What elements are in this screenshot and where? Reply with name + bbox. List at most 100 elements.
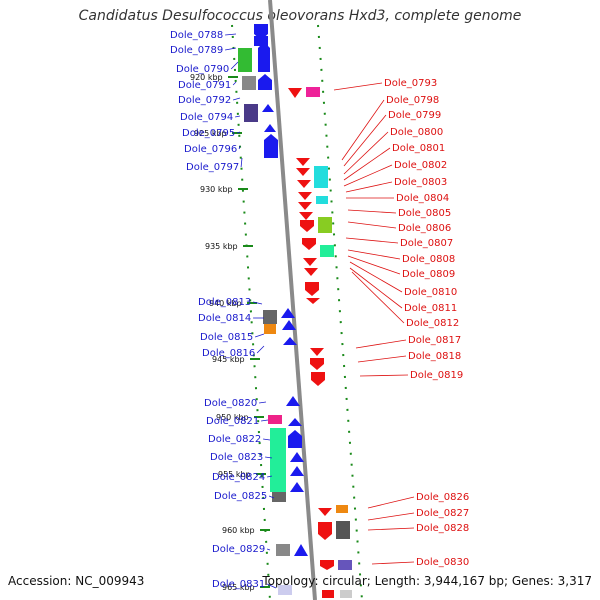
gene-label[interactable]: Dole_0820 — [204, 398, 257, 409]
gene-label[interactable]: Dole_0811 — [404, 303, 457, 314]
gene-label[interactable]: Dole_0830 — [416, 557, 469, 568]
gene-label[interactable]: Dole_0808 — [402, 254, 455, 265]
accession-text: Accession: NC_009943 — [8, 574, 145, 588]
gene-label[interactable]: Dole_0815 — [200, 332, 253, 343]
leader-line — [225, 33, 237, 36]
gene-label[interactable]: Dole_0814 — [198, 313, 251, 324]
gene-label[interactable]: Dole_0831 — [212, 579, 265, 590]
gene-arrow — [264, 134, 278, 158]
right-gene-label-group: Dole_0799 — [343, 110, 441, 167]
gene-label[interactable]: Dole_0799 — [388, 110, 441, 121]
gene-label[interactable]: Dole_0795 — [182, 128, 235, 139]
leader-line — [347, 255, 401, 275]
gene-label[interactable]: Dole_0822 — [208, 434, 261, 445]
gene-block — [238, 48, 252, 72]
leader-line — [268, 495, 275, 499]
gene-block — [322, 590, 334, 598]
gene-label[interactable]: Dole_0798 — [386, 95, 439, 106]
gene-label[interactable]: Dole_0790 — [176, 64, 229, 75]
leader-line — [225, 47, 237, 51]
gene-block — [244, 104, 258, 122]
left-gene-label-group: Dole_0791 — [178, 80, 237, 91]
genome-backbone — [268, 0, 317, 600]
gene-label[interactable]: Dole_0788 — [170, 30, 223, 41]
gene-arrow — [310, 348, 324, 356]
gene-label[interactable]: Dole_0824 — [212, 472, 265, 483]
gene-label[interactable]: Dole_0816 — [202, 348, 255, 359]
gene-label[interactable]: Dole_0797 — [186, 162, 239, 173]
left-gene-label-group: Dole_0824 — [212, 472, 273, 483]
gene-label[interactable]: Dole_0793 — [384, 78, 437, 89]
reverse-strand-features — [288, 87, 352, 598]
gene-label[interactable]: Dole_0807 — [400, 238, 453, 249]
gene-label[interactable]: Dole_0821 — [206, 416, 259, 427]
leader-line — [266, 548, 271, 551]
leader-line — [343, 164, 393, 187]
leader-line — [261, 419, 269, 422]
gene-label[interactable]: Dole_0802 — [394, 160, 447, 171]
gene-label[interactable]: Dole_0801 — [392, 143, 445, 154]
gene-label[interactable]: Dole_0805 — [398, 208, 451, 219]
gene-label[interactable]: Dole_0804 — [396, 193, 449, 204]
tick-label: 940 kbp — [209, 299, 242, 308]
gene-label[interactable]: Dole_0828 — [416, 523, 469, 534]
gene-label[interactable]: Dole_0810 — [404, 287, 457, 298]
leader-line — [345, 181, 393, 193]
gene-label[interactable]: Dole_0789 — [170, 45, 223, 56]
gene-label[interactable]: Dole_0825 — [214, 491, 267, 502]
gene-arrow — [264, 124, 276, 132]
kbp-ticks: 920 kbp 925 kbp 930 kbp 935 kbp 940 kbp 945 k… — [190, 73, 270, 592]
leader-line — [343, 114, 387, 167]
left-gene-label-group: Dole_0796 — [184, 144, 241, 155]
gene-block — [318, 217, 332, 233]
right-gene-label-group: Dole_0818 — [357, 351, 461, 363]
right-gene-label-group: Dole_0806 — [347, 221, 451, 234]
gene-label[interactable]: Dole_0796 — [184, 144, 237, 155]
leader-line — [232, 97, 241, 101]
left-gene-label-group: Dole_0815 — [200, 332, 265, 343]
leader-line — [343, 131, 389, 175]
gene-arrow — [288, 88, 302, 98]
gene-label[interactable]: Dole_0817 — [408, 335, 461, 346]
leader-line — [341, 99, 385, 161]
gene-label[interactable]: Dole_0826 — [416, 492, 469, 503]
gene-block — [242, 76, 256, 90]
leader-line — [232, 81, 237, 86]
gene-label[interactable]: Dole_0813 — [198, 297, 251, 308]
gene-label[interactable]: Dole_0791 — [178, 80, 231, 91]
gene-label[interactable]: Dole_0827 — [416, 508, 469, 519]
gene-arrow — [296, 168, 310, 176]
gene-label[interactable]: Dole_0806 — [398, 223, 451, 234]
gene-block — [272, 492, 286, 502]
gene-label[interactable]: Dole_0800 — [390, 127, 443, 138]
right-gene-labels: Dole_0793 Dole_0798 Dole_0799 Dole_0800 Dole… — [333, 78, 469, 568]
left-gene-label-group: Dole_0790 — [176, 61, 239, 75]
gene-label[interactable]: Dole_0809 — [402, 269, 455, 280]
gene-block — [336, 505, 348, 513]
right-gene-label-group: Dole_0811 — [349, 267, 457, 314]
tick-label: 955 kbp — [218, 470, 251, 479]
gene-label[interactable]: Dole_0812 — [406, 318, 459, 329]
tick-label: 950 kbp — [216, 413, 249, 422]
gene-label[interactable]: Dole_0819 — [410, 370, 463, 381]
right-gene-label-group: Dole_0810 — [349, 261, 457, 298]
kbp-tick: 930 kbp — [200, 185, 248, 194]
gene-label[interactable]: Dole_0792 — [178, 95, 231, 106]
gene-label[interactable]: Dole_0803 — [394, 177, 447, 188]
leader-line — [355, 339, 407, 349]
gene-arrow — [298, 202, 312, 210]
leader-line — [253, 301, 263, 305]
left-gene-label-group: Dole_0797 — [186, 157, 243, 173]
gene-block — [278, 585, 292, 595]
leader-line — [259, 401, 267, 404]
gene-label[interactable]: Dole_0829 — [212, 544, 265, 555]
gene-label[interactable]: Dole_0794 — [180, 112, 233, 123]
left-gene-label-group: Dole_0788 — [170, 30, 237, 41]
gene-label[interactable]: Dole_0818 — [408, 351, 461, 362]
tick-label: 935 kbp — [205, 242, 238, 251]
leader-line — [367, 512, 415, 521]
gene-label[interactable]: Dole_0823 — [210, 452, 263, 463]
right-gene-label-group: Dole_0801 — [343, 143, 445, 181]
leader-line — [266, 583, 277, 589]
